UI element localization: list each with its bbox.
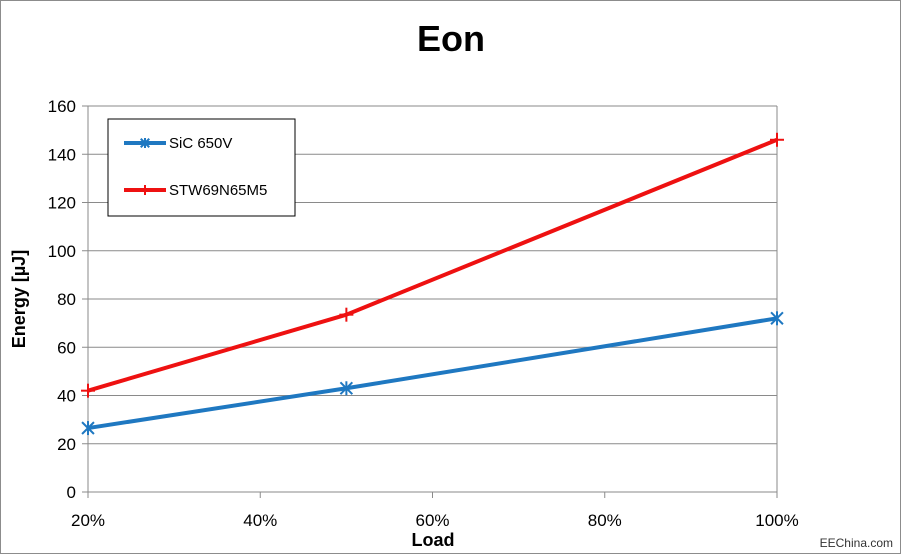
x-tick-label: 40%	[243, 511, 277, 530]
legend: SiC 650V STW69N65M5	[107, 118, 296, 217]
x-tick-label: 20%	[71, 511, 105, 530]
x-tick-label: 60%	[415, 511, 449, 530]
y-tick-label: 40	[57, 387, 76, 406]
data-point-0-2	[770, 311, 784, 326]
series-line-0	[87, 316, 778, 431]
legend-box	[107, 118, 296, 217]
x-tick-label: 80%	[588, 511, 622, 530]
chart-title: Eon	[417, 18, 485, 59]
data-point-0-1	[339, 381, 354, 396]
data-point-1-2	[770, 132, 784, 147]
tick-labels: 0 20 40 60 80 100 120 140 160 20% 40% 60% 80% 100%	[48, 97, 799, 530]
legend-marker-1	[140, 185, 150, 195]
y-tick-label: 80	[57, 290, 76, 309]
data-point-0-0	[81, 421, 95, 436]
data-point-1-0	[81, 383, 95, 398]
series-layer	[81, 132, 784, 436]
y-tick-label: 60	[57, 338, 76, 357]
x-tick-label: 100%	[755, 511, 798, 530]
y-tick-label: 20	[57, 435, 76, 454]
y-tick-label: 140	[48, 145, 76, 164]
y-tick-label: 120	[48, 194, 76, 213]
y-tick-label: 160	[48, 97, 76, 116]
y-tick-label: 0	[67, 483, 76, 502]
y-tick-label: 100	[48, 242, 76, 261]
legend-marker-0	[140, 138, 150, 148]
legend-label-0: SiC 650V	[169, 135, 232, 152]
y-axis-title: Energy [µJ]	[9, 250, 29, 348]
watermark: EEChina.com	[820, 536, 893, 550]
data-point-1-1	[339, 307, 354, 322]
legend-label-1: STW69N65M5	[169, 182, 267, 199]
x-axis-title: Load	[412, 530, 455, 550]
